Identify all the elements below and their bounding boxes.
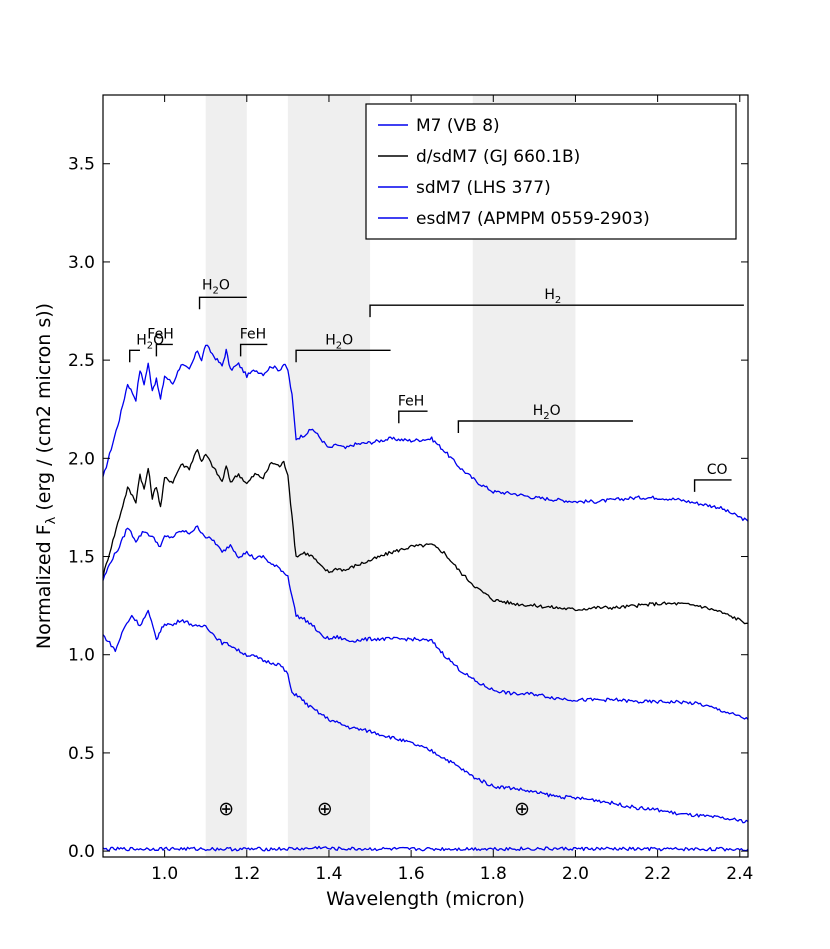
legend-entry-1: M7 (VB 8) xyxy=(416,116,500,136)
feature-label: FeH xyxy=(147,327,173,343)
axis-ticks: 1.0 1.2 1.4 1.6 1.8 2.0 2.2 2.4 0.0 0.5 1.0 1.5 2.0 2… xyxy=(68,95,753,884)
feature-annotation-2: FeH xyxy=(147,327,174,357)
feature-bracket xyxy=(295,349,391,363)
y-axis-label-unit: (erg / (cm2 micron s)) xyxy=(33,303,55,517)
feature-bracket xyxy=(457,420,633,434)
feature-label: FeH xyxy=(240,327,266,343)
y-tick-label: 3.0 xyxy=(68,253,95,273)
feature-label: H2O xyxy=(325,332,353,351)
y-tick-label: 1.0 xyxy=(68,646,95,666)
feature-annotation-4: FeH xyxy=(240,327,268,357)
y-tick-label: 2.0 xyxy=(68,449,95,469)
series-line-2 xyxy=(102,449,748,625)
x-tick-label: 1.8 xyxy=(480,864,507,884)
telluric-earth-icon-1: ⊕ xyxy=(218,798,234,820)
feature-bracket xyxy=(129,349,140,363)
y-tick-label: 2.5 xyxy=(68,351,95,371)
legend-entry-3: sdM7 (LHS 377) xyxy=(416,178,551,198)
x-tick-label: 2.0 xyxy=(562,864,589,884)
feature-annotation-6: H2 xyxy=(369,287,744,318)
feature-bracket xyxy=(398,410,428,424)
legend-box xyxy=(365,103,737,240)
feature-bracket xyxy=(693,479,732,492)
feature-annotation-9: CO xyxy=(693,462,732,492)
series-line-1 xyxy=(102,344,749,522)
feature-bracket xyxy=(369,304,744,318)
y-axis-label-subscript: λ xyxy=(44,516,59,524)
feature-annotation-7: FeH xyxy=(398,393,428,424)
feature-bracket xyxy=(239,343,268,357)
plot-frame xyxy=(102,94,749,858)
telluric-earth-icon-3: ⊕ xyxy=(514,798,530,820)
x-tick-label: 1.2 xyxy=(233,864,260,884)
x-tick-label: 2.2 xyxy=(644,864,671,884)
series-line-4 xyxy=(102,609,749,824)
feature-label: H2O xyxy=(202,277,230,296)
telluric-symbols: ⊕ ⊕ ⊕ xyxy=(218,798,530,820)
feature-label: H2O xyxy=(533,403,561,422)
feature-label: H2 xyxy=(544,287,561,306)
feature-annotation-3: H2O xyxy=(198,277,247,310)
x-tick-label: 2.4 xyxy=(726,864,753,884)
x-tick-label: 1.6 xyxy=(398,864,425,884)
noise-series-line xyxy=(102,845,749,852)
feature-bracket xyxy=(155,343,173,357)
y-axis-label: Normalized Fλ (erg / (cm2 micron s)) xyxy=(33,303,59,649)
y-tick-label: 3.5 xyxy=(68,155,95,175)
feature-annotation-1: H2O xyxy=(129,332,164,363)
y-tick-label: 1.5 xyxy=(68,548,95,568)
telluric-earth-icon-2: ⊕ xyxy=(317,798,333,820)
series-line-3 xyxy=(102,525,749,720)
legend-entry-4: esdM7 (APMPM 0559-2903) xyxy=(416,209,650,229)
spectra-series xyxy=(102,344,749,852)
legend-entry-2: d/sdM7 (GJ 660.1B) xyxy=(416,147,580,167)
y-tick-label: 0.0 xyxy=(68,842,95,862)
feature-label: H2O xyxy=(136,332,164,351)
y-tick-label: 0.5 xyxy=(68,744,95,764)
feature-label: CO xyxy=(707,462,728,478)
feature-label: FeH xyxy=(398,393,424,409)
feature-annotation-8: H2O xyxy=(457,403,633,434)
legend: M7 (VB 8) d/sdM7 (GJ 660.1B) sdM7 (LHS 377… xyxy=(365,103,737,240)
feature-annotation-5: H2O xyxy=(295,332,391,363)
telluric-band-1 xyxy=(205,95,247,857)
telluric-band-2 xyxy=(287,95,371,857)
y-axis-label-main: Normalized F xyxy=(33,524,55,649)
x-tick-label: 1.0 xyxy=(151,864,178,884)
x-tick-label: 1.4 xyxy=(315,864,342,884)
feature-bracket xyxy=(198,296,247,310)
x-axis-label: Wavelength (micron) xyxy=(326,888,525,910)
